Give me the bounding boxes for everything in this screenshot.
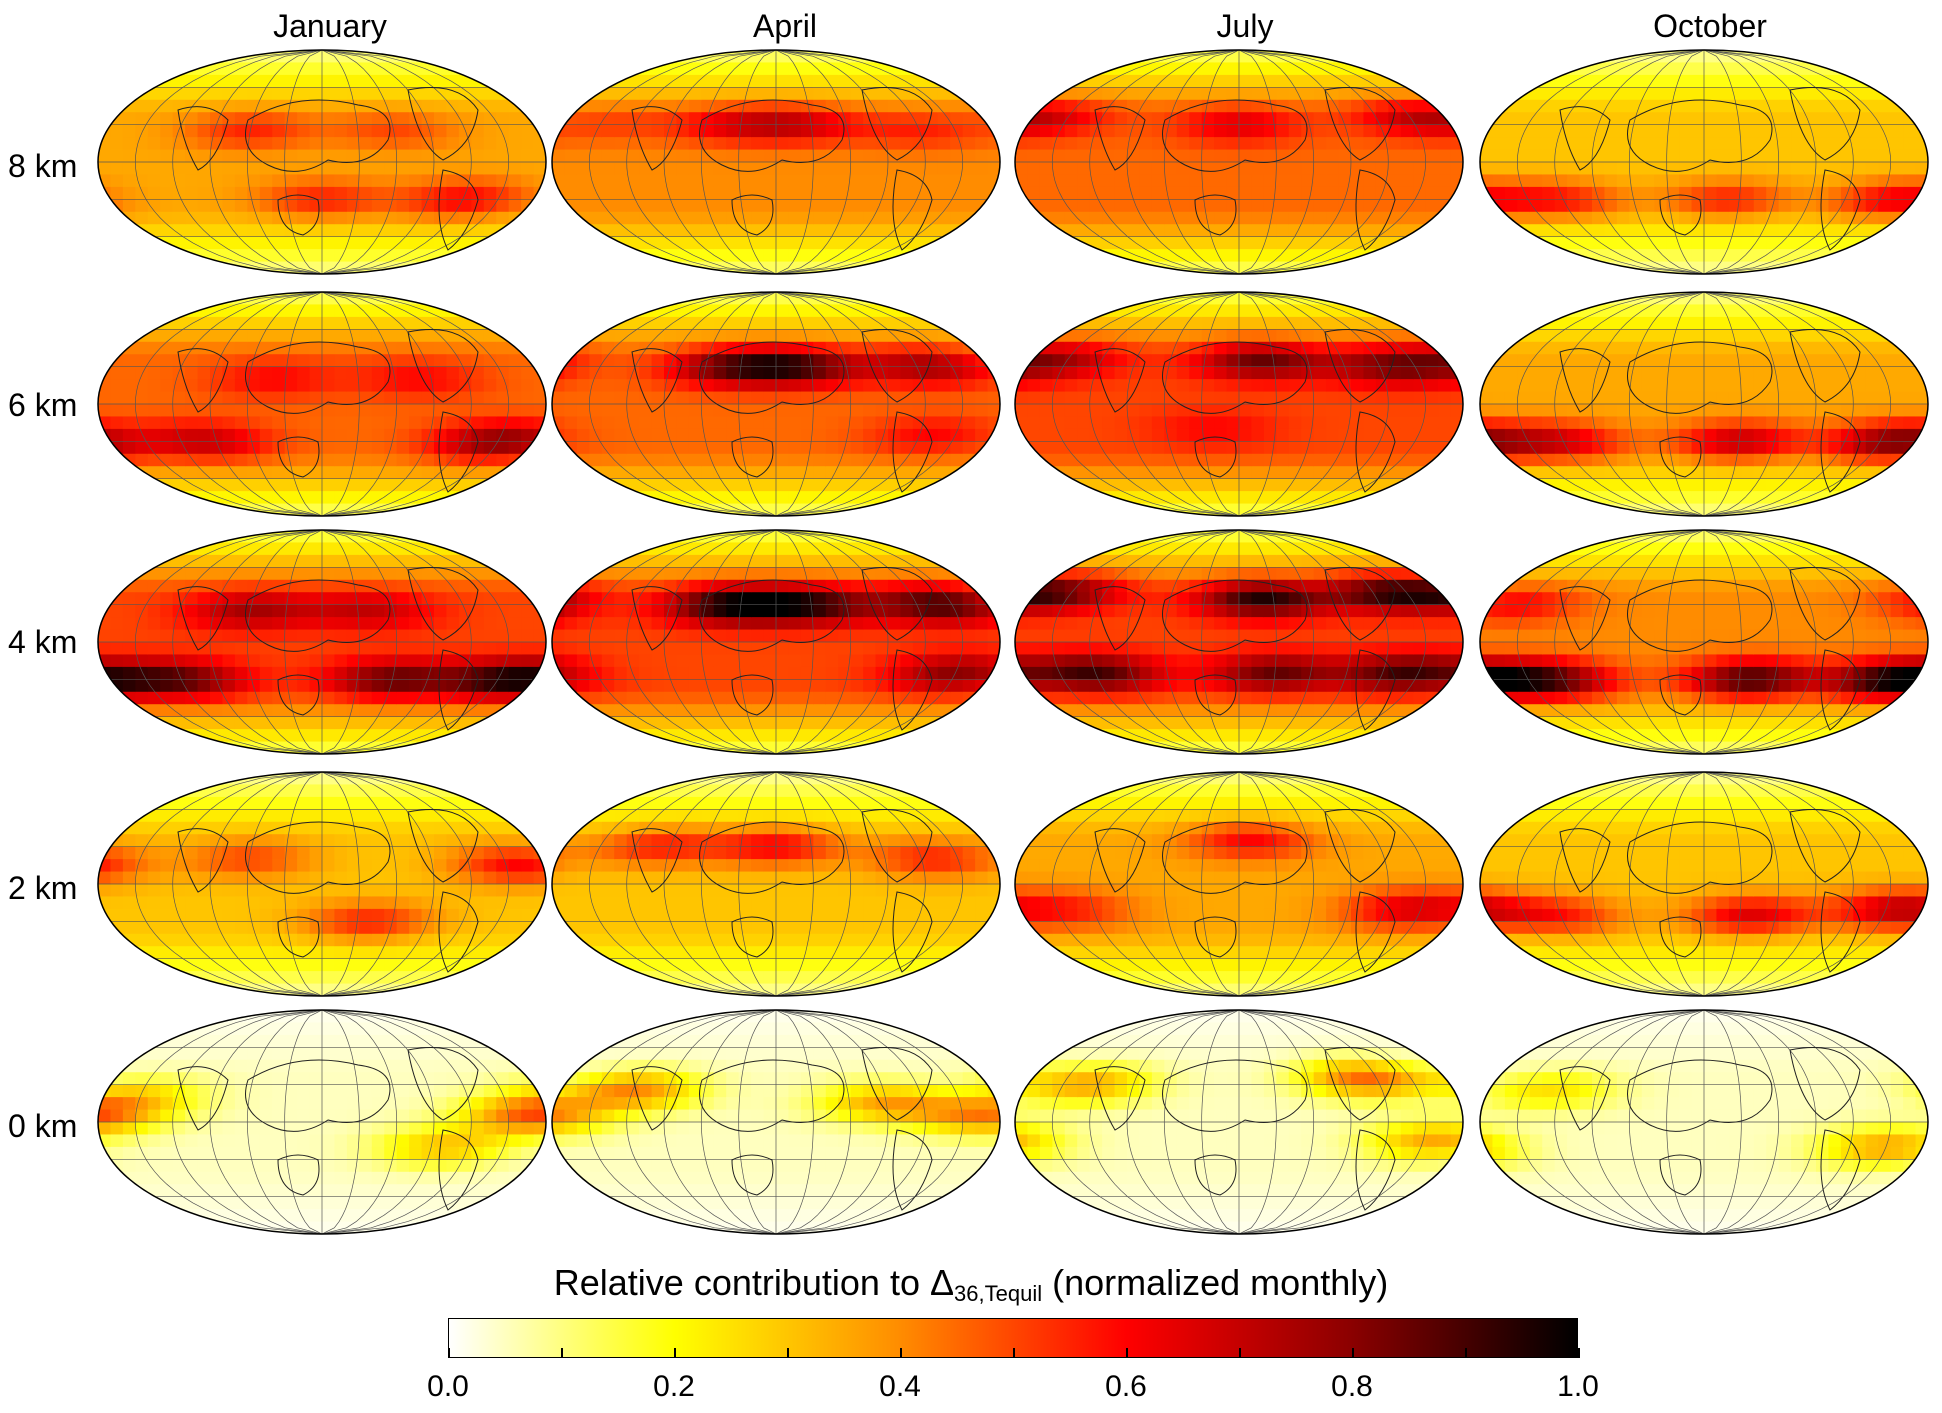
colorbar-tick xyxy=(1239,1348,1241,1358)
map-july-8km xyxy=(1014,49,1464,275)
map-january-0km xyxy=(97,1009,547,1235)
map-april-2km xyxy=(551,771,1001,997)
colorbar-title: Relative contribution to Δ36,Tequil (nor… xyxy=(553,1262,1389,1306)
colorbar-tick xyxy=(900,1348,902,1358)
column-title-july: July xyxy=(1216,8,1274,44)
map-january-8km xyxy=(97,49,547,275)
map-july-2km xyxy=(1014,771,1464,997)
colorbar-tick xyxy=(561,1348,563,1358)
map-april-0km xyxy=(551,1009,1001,1235)
colorbar-tick xyxy=(1578,1348,1580,1358)
colorbar-tick-label: 1.0 xyxy=(1557,1370,1599,1403)
colorbar-tick xyxy=(1465,1348,1467,1358)
row-label-6km: 6 km xyxy=(8,387,78,423)
colorbar-tick-label: 0.2 xyxy=(653,1370,695,1403)
map-july-0km xyxy=(1014,1009,1464,1235)
row-label-2km: 2 km xyxy=(8,870,78,906)
colorbar-tick xyxy=(1126,1348,1128,1358)
column-title-october: October xyxy=(1653,8,1767,44)
colorbar-tick xyxy=(1352,1348,1354,1358)
colorbar-tick xyxy=(1013,1348,1015,1358)
colorbar-tick-label: 0.8 xyxy=(1331,1370,1373,1403)
map-october-6km xyxy=(1479,291,1929,517)
map-january-6km xyxy=(97,291,547,517)
map-january-2km xyxy=(97,771,547,997)
map-october-2km xyxy=(1479,771,1929,997)
row-label-0km: 0 km xyxy=(8,1108,78,1144)
map-july-4km xyxy=(1014,529,1464,755)
column-title-january: January xyxy=(273,8,387,44)
row-label-8km: 8 km xyxy=(8,148,78,184)
column-title-april: April xyxy=(752,8,817,44)
map-april-6km xyxy=(551,291,1001,517)
colorbar-tick-label: 0.4 xyxy=(879,1370,921,1403)
map-april-8km xyxy=(551,49,1001,275)
row-label-4km: 4 km xyxy=(8,624,78,660)
colorbar-tick-label: 0.0 xyxy=(427,1370,469,1403)
map-october-8km xyxy=(1479,49,1929,275)
map-january-4km xyxy=(97,529,547,755)
colorbar-tick xyxy=(787,1348,789,1358)
colorbar-tick-label: 0.6 xyxy=(1105,1370,1147,1403)
map-april-4km xyxy=(551,529,1001,755)
map-october-0km xyxy=(1479,1009,1929,1235)
map-july-6km xyxy=(1014,291,1464,517)
map-october-4km xyxy=(1479,529,1929,755)
colorbar-tick xyxy=(448,1348,450,1358)
colorbar-tick xyxy=(674,1348,676,1358)
